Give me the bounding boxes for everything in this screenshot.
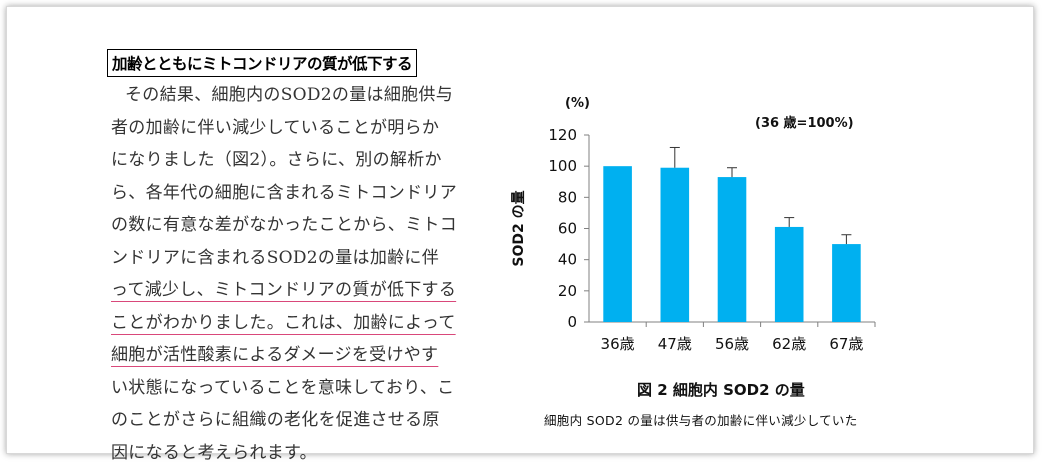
body-line: の数に有意な差がなかったことから、ミトコ: [111, 209, 471, 242]
y-tick-label: 120: [548, 126, 577, 144]
bar: [775, 227, 804, 322]
x-tick-label: 62歳: [772, 335, 806, 353]
bar: [661, 168, 690, 322]
y-tick-label: 0: [567, 313, 577, 331]
x-tick-label: 56歳: [715, 335, 749, 353]
section-heading: 加齢とともにミトコンドリアの質が低下する: [107, 49, 417, 77]
body-line: のことがさらに組織の老化を促進させる原: [111, 404, 471, 437]
body-line: その結果、細胞内のSOD2の量は細胞供与: [111, 79, 471, 112]
y-tick-label: 20: [558, 282, 577, 300]
body-line: 因になると考えられます。: [111, 437, 471, 469]
body-line: ことがわかりました。これは、加齢によって: [111, 307, 471, 340]
body-line: 者の加齢に伴い減少していることが明らか: [111, 112, 471, 145]
chart-annotation: (36 歳=100%): [755, 115, 854, 131]
y-tick-label: 80: [558, 188, 577, 206]
y-tick-label: 60: [558, 220, 577, 238]
y-axis-label: SOD2 の量: [511, 190, 527, 266]
body-line: って減少し、ミトコンドリアの質が低下する: [111, 274, 471, 307]
bar: [832, 244, 861, 322]
body-text: その結果、細胞内のSOD2の量は細胞供与者の加齢に伴い減少していることが明らかに…: [111, 79, 471, 469]
body-line: ら、各年代の細胞に含まれるミトコンドリア: [111, 177, 471, 210]
y-tick-label: 40: [558, 251, 577, 269]
y-tick-label: 100: [548, 157, 577, 175]
body-line: になりました（図2）。さらに、別の解析か: [111, 144, 471, 177]
sod2-bar-chart: 0 20 40 60 80 100 120 36歳 47歳 56歳 62歳 67歳 (%) (36 歳=1…: [497, 87, 897, 372]
y-unit-label: (%): [565, 96, 590, 111]
x-tick-label: 47歳: [658, 335, 692, 353]
figure-subcaption: 細胞内 SOD2 の量は供与者の加齢に伴い減少していた: [544, 410, 858, 429]
body-line: ンドリアに含まれるSOD2の量は加齢に伴: [111, 242, 471, 275]
figure-caption: 図 2 細胞内 SOD2 の量: [637, 379, 805, 400]
document-page: 加齢とともにミトコンドリアの質が低下する その結果、細胞内のSOD2の量は細胞供…: [6, 6, 1034, 454]
bar: [603, 166, 632, 322]
x-tick-label: 67歳: [829, 335, 863, 353]
body-line: い状態になっていることを意味しており、こ: [111, 372, 471, 405]
body-line: 細胞が活性酸素によるダメージを受けやす: [111, 339, 471, 372]
x-tick-label: 36歳: [601, 335, 635, 353]
bar: [718, 177, 747, 322]
